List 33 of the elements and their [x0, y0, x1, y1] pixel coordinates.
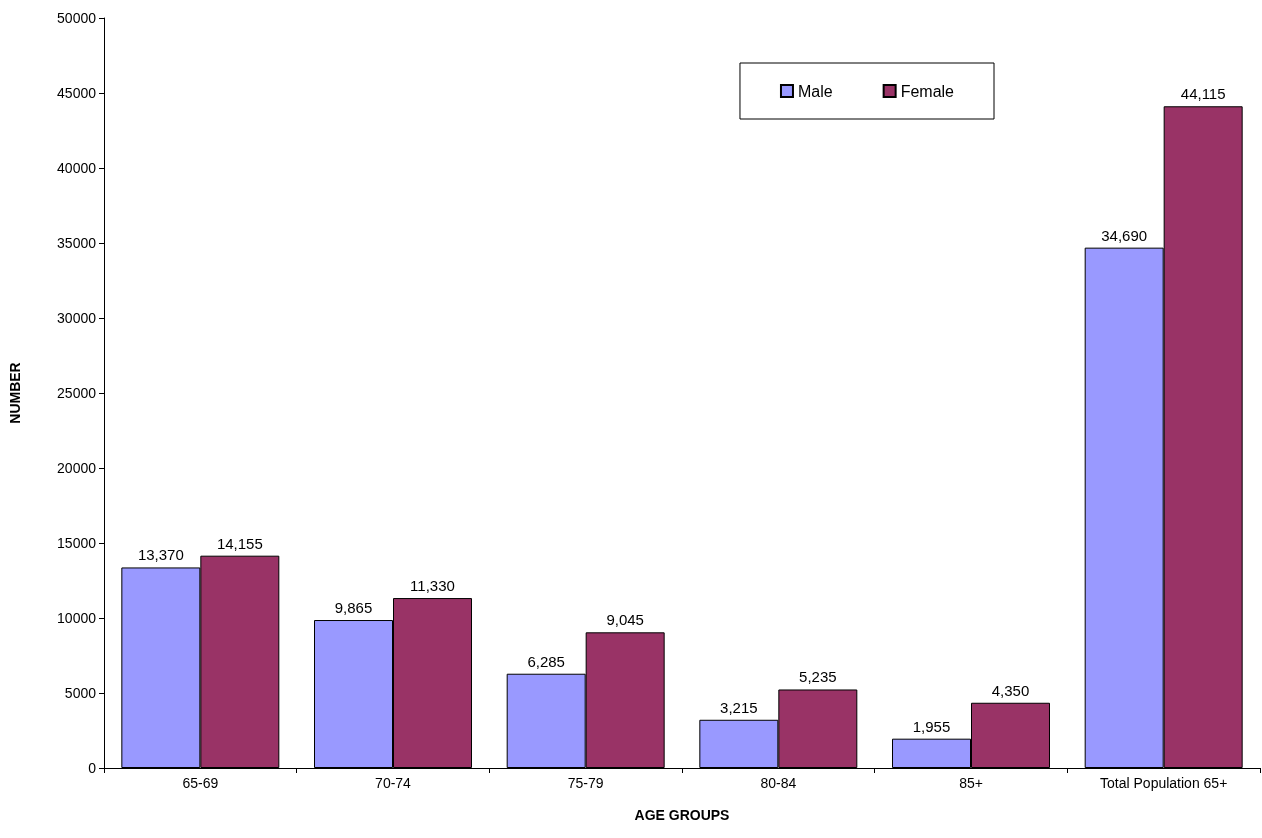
- y-tick-label: 25000: [57, 385, 97, 401]
- x-tick-label: 70-74: [375, 775, 412, 791]
- x-tick-label: 65-69: [182, 775, 219, 791]
- data-label: 4,350: [991, 681, 1030, 699]
- y-axis-title: NUMBER: [7, 362, 23, 424]
- data-label: 44,115: [1180, 85, 1226, 103]
- legend-label: Male: [797, 82, 833, 100]
- data-label: 6,285: [527, 652, 565, 670]
- data-label: 13,370: [137, 546, 184, 564]
- data-label: 14,155: [216, 534, 263, 552]
- y-tick-label: 0: [88, 760, 97, 776]
- y-tick-label: 35000: [57, 235, 97, 251]
- data-label: 5,235: [799, 668, 837, 686]
- y-tick-label: 40000: [57, 160, 97, 176]
- y-tick-label: 50000: [57, 10, 97, 26]
- data-label: 9,865: [334, 599, 373, 617]
- data-label: 11,330: [410, 577, 455, 595]
- y-tick-label: 45000: [57, 85, 97, 101]
- y-tick-label: 10000: [57, 610, 97, 626]
- data-label: 9,045: [606, 611, 644, 629]
- y-tick-label: 30000: [57, 310, 97, 326]
- x-tick-label: Total Population 65+: [1100, 775, 1228, 791]
- y-tick-label: 15000: [57, 535, 97, 551]
- x-tick-label: 85+: [959, 775, 983, 791]
- data-label: 3,215: [720, 698, 758, 716]
- y-tick-label: 20000: [57, 460, 97, 476]
- x-tick-label: 80-84: [760, 775, 797, 791]
- x-tick-label: 75-79: [567, 775, 604, 791]
- x-axis-title: AGE GROUPS: [634, 807, 730, 823]
- legend-label: Female: [900, 82, 955, 100]
- data-label: 1,955: [912, 717, 951, 735]
- data-label: 34,690: [1101, 226, 1148, 244]
- y-tick-label: 5000: [64, 685, 97, 701]
